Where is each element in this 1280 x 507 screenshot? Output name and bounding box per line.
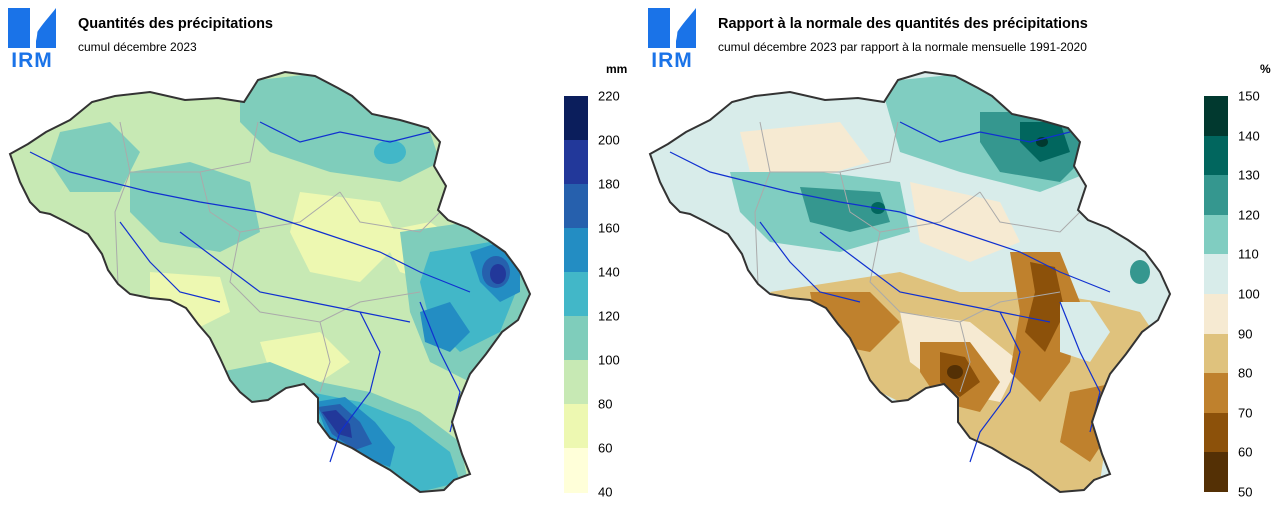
- ratio-legend-swatch: [1204, 214, 1228, 255]
- legend-unit: %: [1260, 62, 1271, 76]
- ratio-legend-tick-label: 80: [1238, 365, 1253, 381]
- precipitation-legend-swatch: [564, 228, 588, 273]
- precipitation-legend-tick-label: 140: [598, 264, 620, 280]
- precipitation-amount-panel: IRM Quantités des précipitations cumul d…: [6, 4, 628, 500]
- legend-unit: mm: [606, 62, 628, 76]
- ratio-legend-tick-label: 50: [1238, 484, 1253, 500]
- precipitation-legend-swatch: [564, 96, 588, 141]
- ratio-legend-swatch: [1204, 175, 1228, 216]
- precipitation-legend-tick-label: 160: [598, 220, 620, 236]
- precipitation-legend-tick-label: 60: [598, 440, 613, 456]
- precipitation-legend-tick-label: 40: [598, 484, 613, 500]
- ratio-legend-tick-label: 90: [1238, 326, 1253, 342]
- ratio-legend-swatch: [1204, 96, 1228, 137]
- irm-logo: IRM: [646, 4, 698, 74]
- ratio-legend-tick-label: 150: [1238, 88, 1260, 104]
- ratio-legend-swatch: [1204, 294, 1228, 335]
- irm-logo-mark-icon: [648, 8, 696, 48]
- map-title: Rapport à la normale des quantités des p…: [718, 16, 1088, 32]
- ratio-legend-swatch: [1204, 452, 1228, 493]
- irm-logo-mark-icon: [8, 8, 56, 48]
- ratio-legend-tick-label: 110: [1238, 246, 1259, 262]
- province-borders: [754, 121, 1081, 393]
- ratio-legend-swatch: [1204, 135, 1228, 176]
- precipitation-legend-swatch: [564, 272, 588, 317]
- irm-logo-text: IRM: [651, 49, 693, 72]
- map-title: Quantités des précipitations: [78, 16, 273, 32]
- ratio-legend-swatch: [1204, 373, 1228, 414]
- precipitation-legend-swatch: [564, 184, 588, 229]
- ratio-legend-tick-label: 100: [1238, 286, 1260, 302]
- map-subtitle: cumul décembre 2023 par rapport à la nor…: [718, 40, 1087, 54]
- precipitation-legend-tick-label: 120: [598, 308, 620, 324]
- precipitation-legend-swatch: [564, 140, 588, 185]
- ratio-legend-tick-label: 120: [1238, 207, 1260, 223]
- precipitation-legend-tick-label: 200: [598, 132, 620, 148]
- precipitation-ratio-panel: IRM Rapport à la normale des quantités d…: [640, 0, 1280, 507]
- irm-logo-text: IRM: [11, 49, 53, 72]
- precipitation-legend-swatch: [564, 360, 588, 405]
- ratio-legend-swatch: [1204, 254, 1228, 295]
- ratio-legend-tick-label: 70: [1238, 405, 1253, 421]
- precipitation-legend: [564, 96, 588, 493]
- precipitation-legend-swatch: [564, 404, 588, 449]
- precipitation-legend-swatch: [564, 316, 588, 361]
- belgium-precipitation-map: [9, 71, 531, 493]
- ratio-legend: [1204, 96, 1228, 493]
- irm-logo: IRM: [6, 4, 58, 74]
- precipitation-legend-tick-label: 100: [598, 352, 620, 368]
- precipitation-legend-tick-label: 220: [598, 88, 620, 104]
- belgium-ratio-map: [649, 71, 1171, 493]
- map-subtitle: cumul décembre 2023: [78, 40, 197, 54]
- ratio-legend-tick-label: 60: [1238, 444, 1253, 460]
- precipitation-legend-tick-label: 80: [598, 396, 613, 412]
- ratio-legend-tick-label: 130: [1238, 167, 1260, 183]
- province-borders: [114, 121, 441, 393]
- ratio-legend-tick-label: 140: [1238, 128, 1260, 144]
- precipitation-legend-tick-label: 180: [598, 176, 620, 192]
- ratio-legend-swatch: [1204, 333, 1228, 374]
- ratio-legend-swatch: [1204, 412, 1228, 453]
- precipitation-legend-swatch: [564, 448, 588, 493]
